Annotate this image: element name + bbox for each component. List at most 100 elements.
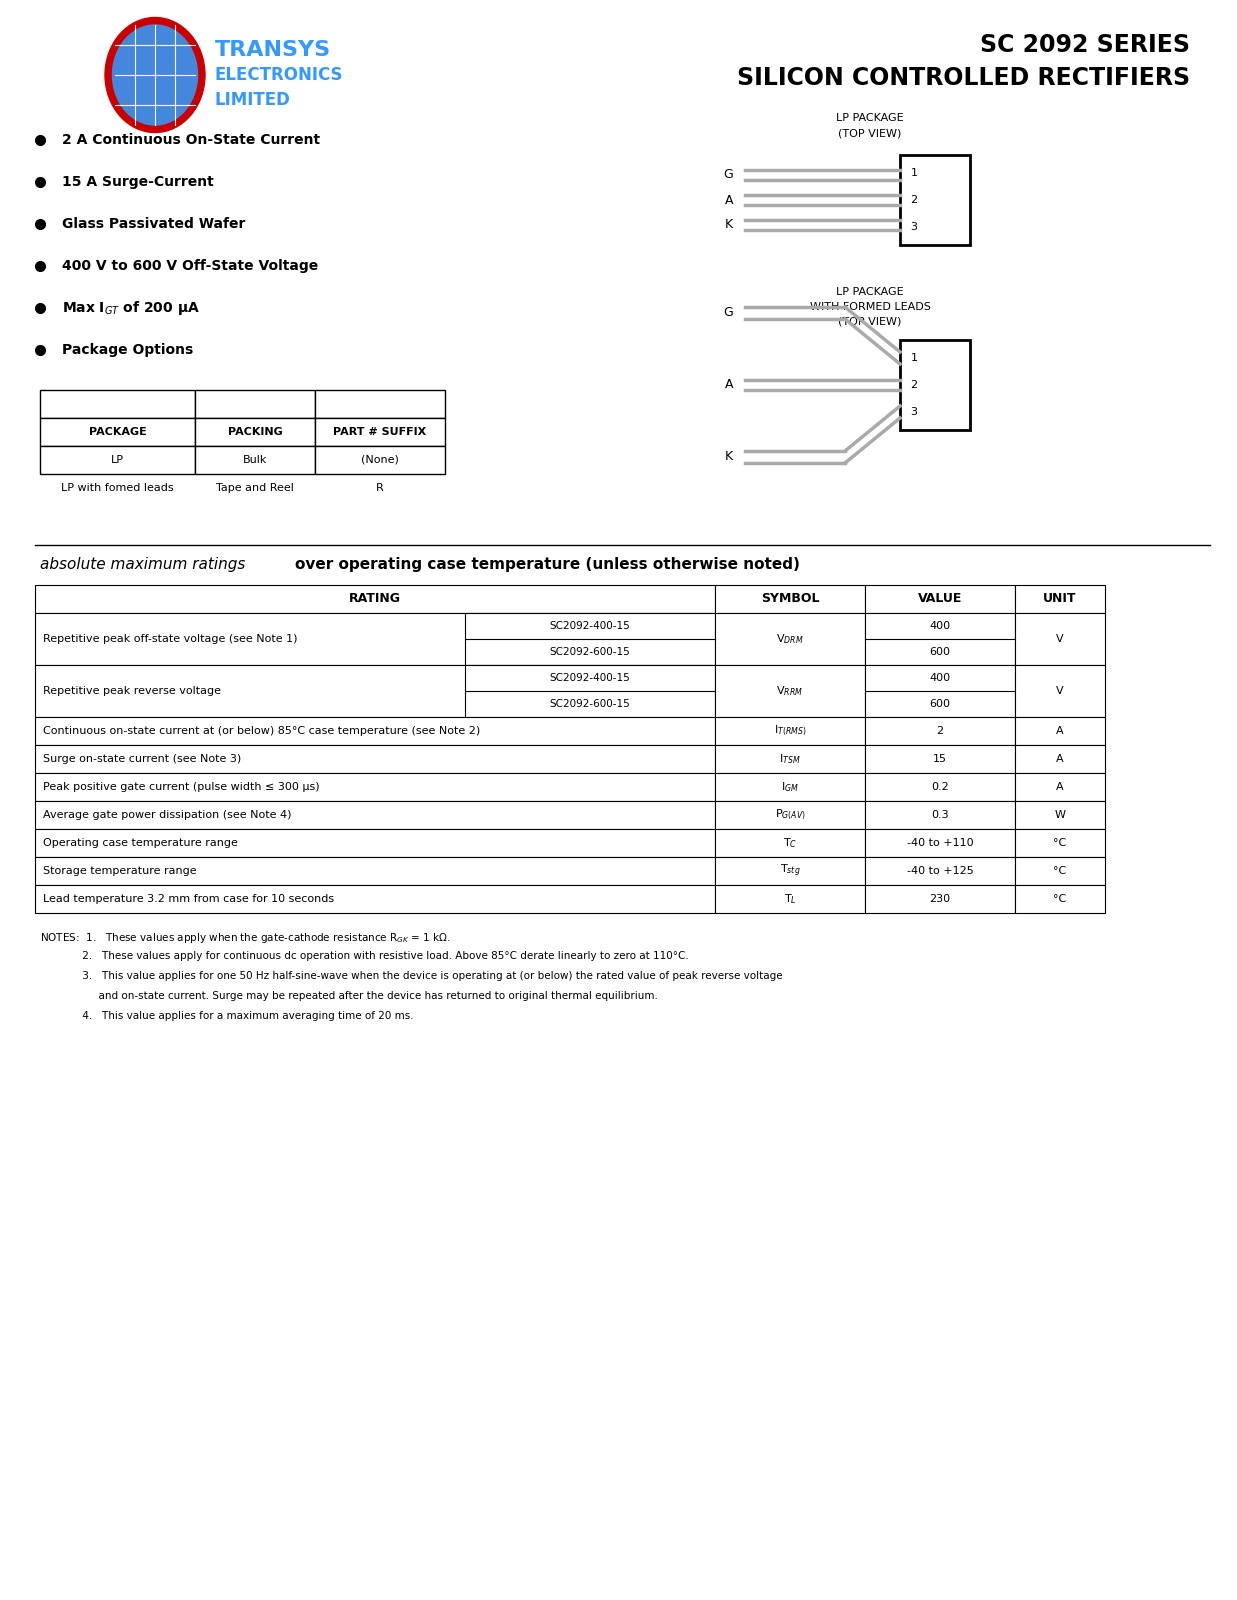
Bar bbox=[865, 586, 1016, 613]
Bar bbox=[865, 666, 1016, 717]
Text: 2.   These values apply for continuous dc operation with resistive load. Above 8: 2. These values apply for continuous dc … bbox=[40, 950, 689, 962]
Text: °C: °C bbox=[1054, 838, 1066, 848]
Bar bbox=[465, 613, 715, 666]
Bar bbox=[35, 802, 715, 829]
Bar bbox=[1016, 613, 1105, 666]
Text: G: G bbox=[724, 168, 734, 181]
Text: 0.2: 0.2 bbox=[931, 782, 949, 792]
Text: 4.   This value applies for a maximum averaging time of 20 ms.: 4. This value applies for a maximum aver… bbox=[40, 1011, 413, 1021]
Text: 600: 600 bbox=[929, 699, 950, 709]
Text: °C: °C bbox=[1054, 866, 1066, 877]
Bar bbox=[35, 773, 715, 802]
Text: 400 V to 600 V Off-State Voltage: 400 V to 600 V Off-State Voltage bbox=[62, 259, 318, 274]
Text: 3.   This value applies for one 50 Hz half-sine-wave when the device is operatin: 3. This value applies for one 50 Hz half… bbox=[40, 971, 783, 981]
Bar bbox=[865, 773, 1016, 802]
Text: K: K bbox=[725, 219, 734, 232]
Text: W: W bbox=[1054, 810, 1065, 819]
Text: Storage temperature range: Storage temperature range bbox=[43, 866, 197, 877]
Bar bbox=[35, 586, 715, 613]
Text: I$_{T(RMS)}$: I$_{T(RMS)}$ bbox=[773, 723, 807, 738]
Bar bbox=[715, 858, 865, 885]
Text: absolute maximum ratings: absolute maximum ratings bbox=[40, 557, 245, 573]
Text: I$_{GM}$: I$_{GM}$ bbox=[781, 781, 799, 794]
Text: 600: 600 bbox=[929, 646, 950, 658]
Bar bbox=[40, 418, 195, 446]
Text: (TOP VIEW): (TOP VIEW) bbox=[839, 317, 902, 326]
Bar bbox=[715, 802, 865, 829]
Text: SC2092-600-15: SC2092-600-15 bbox=[549, 699, 631, 709]
Text: Lead temperature 3.2 mm from case for 10 seconds: Lead temperature 3.2 mm from case for 10… bbox=[43, 894, 334, 904]
Text: V: V bbox=[1056, 686, 1064, 696]
Text: °C: °C bbox=[1054, 894, 1066, 904]
Text: and on-state current. Surge may be repeated after the device has returned to ori: and on-state current. Surge may be repea… bbox=[40, 990, 658, 1002]
Text: PACKING: PACKING bbox=[228, 427, 282, 437]
Bar bbox=[1016, 773, 1105, 802]
Bar bbox=[1016, 746, 1105, 773]
Bar bbox=[195, 390, 315, 418]
Text: 230: 230 bbox=[929, 894, 950, 904]
Text: Package Options: Package Options bbox=[62, 342, 193, 357]
Text: 400: 400 bbox=[929, 674, 950, 683]
Bar bbox=[315, 418, 445, 446]
Bar bbox=[315, 390, 445, 418]
Bar bbox=[901, 155, 970, 245]
Text: I$_{TSM}$: I$_{TSM}$ bbox=[779, 752, 800, 766]
Text: Peak positive gate current (pulse width ≤ 300 μs): Peak positive gate current (pulse width … bbox=[43, 782, 319, 792]
Text: Repetitive peak off-state voltage (see Note 1): Repetitive peak off-state voltage (see N… bbox=[43, 634, 298, 643]
Bar bbox=[40, 390, 195, 418]
Bar bbox=[865, 746, 1016, 773]
Text: 15 A Surge-Current: 15 A Surge-Current bbox=[62, 174, 214, 189]
Text: LP: LP bbox=[111, 454, 124, 466]
Text: 3: 3 bbox=[910, 222, 918, 232]
Text: 2: 2 bbox=[936, 726, 944, 736]
Bar bbox=[35, 613, 715, 666]
Text: Operating case temperature range: Operating case temperature range bbox=[43, 838, 238, 848]
Bar bbox=[865, 885, 1016, 914]
Text: Tape and Reel: Tape and Reel bbox=[216, 483, 294, 493]
Text: 2: 2 bbox=[910, 379, 918, 390]
Bar bbox=[901, 341, 970, 430]
Bar bbox=[1016, 802, 1105, 829]
Text: SC2092-400-15: SC2092-400-15 bbox=[549, 621, 631, 630]
Bar bbox=[865, 802, 1016, 829]
Text: LP PACKAGE: LP PACKAGE bbox=[836, 114, 904, 123]
Text: LIMITED: LIMITED bbox=[215, 91, 291, 109]
Text: VALUE: VALUE bbox=[918, 592, 962, 605]
Bar bbox=[35, 829, 715, 858]
Text: over operating case temperature (unless otherwise noted): over operating case temperature (unless … bbox=[294, 557, 800, 573]
Bar bbox=[715, 746, 865, 773]
Bar bbox=[715, 586, 865, 613]
Text: A: A bbox=[725, 194, 734, 206]
Bar bbox=[715, 885, 865, 914]
Bar bbox=[865, 717, 1016, 746]
Text: T$_L$: T$_L$ bbox=[783, 893, 797, 906]
Text: (TOP VIEW): (TOP VIEW) bbox=[839, 128, 902, 138]
Bar bbox=[465, 666, 715, 717]
Bar bbox=[715, 773, 865, 802]
Ellipse shape bbox=[105, 18, 205, 133]
Bar bbox=[195, 446, 315, 474]
Text: SYMBOL: SYMBOL bbox=[761, 592, 819, 605]
Text: SC 2092 SERIES: SC 2092 SERIES bbox=[980, 34, 1190, 58]
Text: V$_{RRM}$: V$_{RRM}$ bbox=[777, 685, 804, 698]
Text: Surge on-state current (see Note 3): Surge on-state current (see Note 3) bbox=[43, 754, 241, 765]
Text: V: V bbox=[1056, 634, 1064, 643]
Text: SILICON CONTROLLED RECTIFIERS: SILICON CONTROLLED RECTIFIERS bbox=[737, 66, 1190, 90]
Text: A: A bbox=[1056, 754, 1064, 765]
Text: PART # SUFFIX: PART # SUFFIX bbox=[334, 427, 427, 437]
Text: Glass Passivated Wafer: Glass Passivated Wafer bbox=[62, 218, 245, 230]
Bar bbox=[715, 829, 865, 858]
Text: 1: 1 bbox=[910, 168, 918, 178]
Text: A: A bbox=[1056, 782, 1064, 792]
Bar bbox=[865, 858, 1016, 885]
Text: K: K bbox=[725, 451, 734, 464]
Text: 2 A Continuous On-State Current: 2 A Continuous On-State Current bbox=[62, 133, 320, 147]
Text: Bulk: Bulk bbox=[242, 454, 267, 466]
Text: T$_C$: T$_C$ bbox=[783, 837, 797, 850]
Bar bbox=[35, 885, 715, 914]
Text: Repetitive peak reverse voltage: Repetitive peak reverse voltage bbox=[43, 686, 221, 696]
Text: TRANSYS: TRANSYS bbox=[215, 40, 332, 59]
Text: P$_{G(AV)}$: P$_{G(AV)}$ bbox=[774, 808, 805, 822]
Bar bbox=[1016, 829, 1105, 858]
Text: NOTES:  1.   These values apply when the gate-cathode resistance R$_{GK}$ = 1 kΩ: NOTES: 1. These values apply when the ga… bbox=[40, 931, 450, 946]
